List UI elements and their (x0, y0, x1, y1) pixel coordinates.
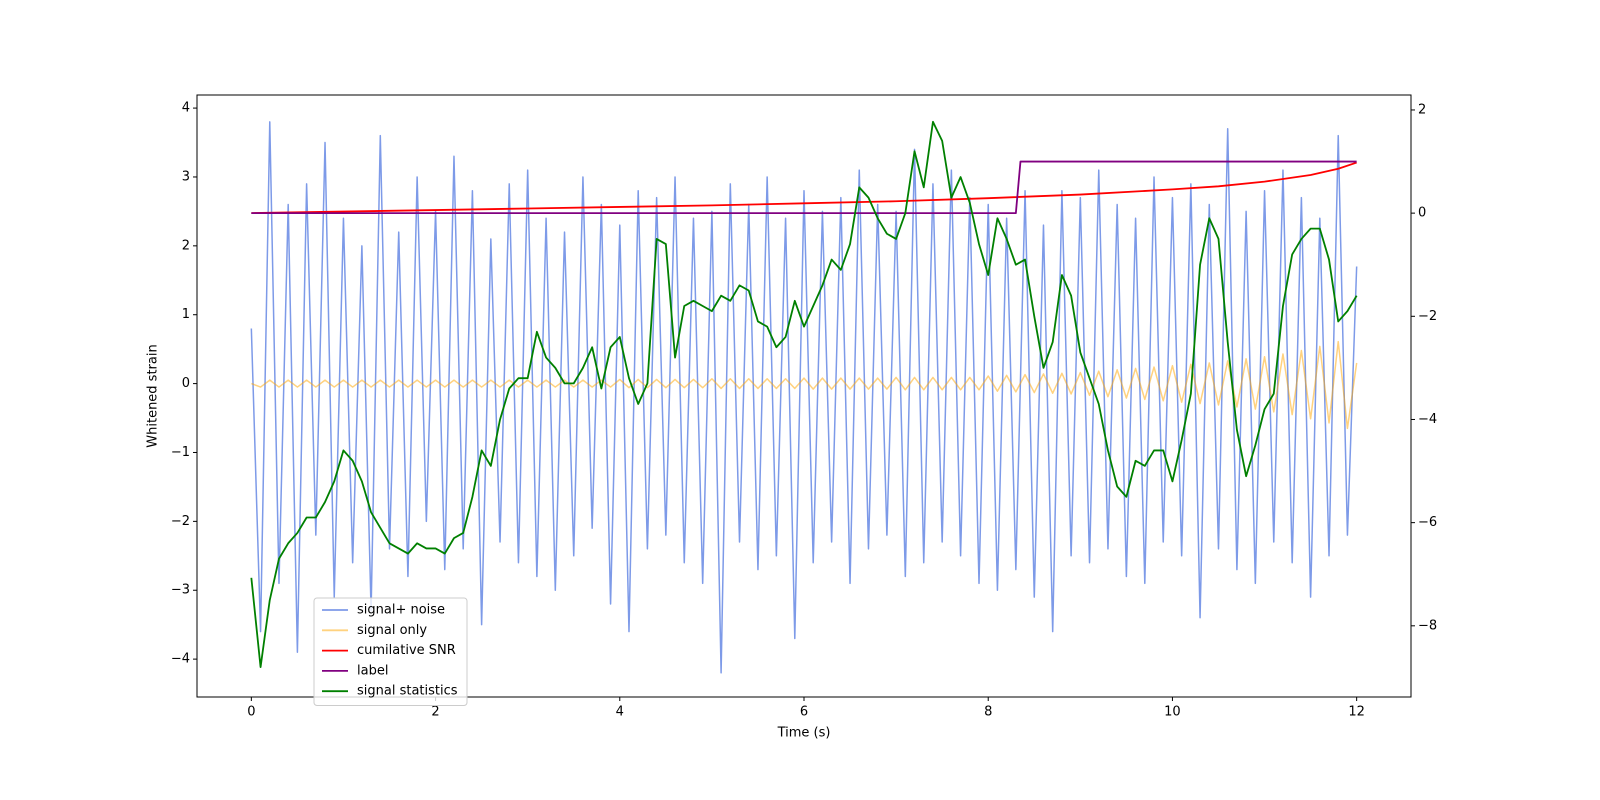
y2-tick-label: −4 (1418, 412, 1437, 427)
y2-tick-label: −8 (1418, 618, 1437, 633)
y-tick-label: 1 (182, 307, 190, 322)
legend-label: signal only (357, 623, 427, 638)
plot-frame (196, 94, 1412, 698)
series-line (250, 121, 1358, 674)
y2-tick-label: 2 (1418, 102, 1426, 117)
legend-label: signal+ noise (357, 603, 445, 618)
x-tick-label: 2 (431, 705, 439, 720)
x-axis-label: Time (s) (777, 726, 831, 741)
y-tick-label: 2 (182, 238, 190, 253)
series-line (250, 120, 1358, 668)
y-tick-label: 3 (182, 169, 190, 184)
legend-label: cumilative SNR (357, 643, 456, 658)
x-tick-label: 4 (616, 705, 624, 720)
y2-tick-label: 0 (1418, 206, 1426, 221)
x-tick-label: 10 (1164, 705, 1181, 720)
y-tick-label: 0 (182, 376, 190, 391)
x-tick-label: 6 (800, 705, 808, 720)
legend-box (313, 597, 468, 706)
y-tick-label: −4 (171, 652, 190, 667)
x-tick-label: 8 (984, 705, 992, 720)
y2-tick-label: −6 (1418, 515, 1437, 530)
y-tick-label: 4 (182, 101, 190, 116)
series-line (251, 340, 1358, 430)
series-line (251, 161, 1357, 215)
y-axis-label: Whitened strain (146, 344, 161, 447)
legend-label: label (357, 663, 388, 678)
x-tick-label: 0 (247, 705, 255, 720)
series-line (251, 160, 1357, 215)
y-tick-label: −2 (171, 514, 190, 529)
legend-label: signal statistics (357, 684, 458, 699)
y-tick-label: −3 (171, 583, 190, 598)
x-tick-label: 12 (1348, 705, 1365, 720)
y-tick-label: −1 (171, 445, 190, 460)
y2-tick-label: −2 (1418, 309, 1437, 324)
